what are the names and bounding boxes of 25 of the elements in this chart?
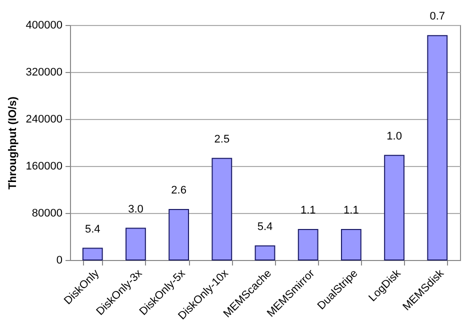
- bar: [298, 228, 318, 260]
- annotation: 2.6: [171, 184, 186, 196]
- y-tick-label: 400000: [26, 20, 62, 32]
- annotation: 1.1: [344, 204, 359, 216]
- bar: [168, 208, 190, 260]
- bar: [340, 228, 362, 260]
- bar: [126, 228, 146, 260]
- bar: [254, 245, 276, 260]
- annotation: 0.7: [430, 10, 446, 23]
- annotation: 2.5: [214, 133, 230, 146]
- bar: [384, 154, 404, 260]
- bar: [82, 248, 103, 260]
- y-tick-label: 0: [56, 254, 62, 266]
- bar: [427, 35, 448, 260]
- y-tick-label: 80000: [32, 208, 62, 220]
- annotation: 5.4: [84, 223, 100, 236]
- annotation: 5.4: [257, 220, 273, 233]
- annotation: 1.0: [386, 130, 402, 142]
- annotation: 3.0: [128, 203, 144, 216]
- y-tick-label: 240000: [26, 114, 62, 126]
- y-tick-label: 320000: [26, 66, 62, 78]
- annotation: 1.1: [300, 204, 316, 216]
- bar: [212, 158, 232, 260]
- y-axis-title: Throughput (IO/s): [6, 96, 19, 190]
- y-tick-label: 160000: [26, 160, 62, 172]
